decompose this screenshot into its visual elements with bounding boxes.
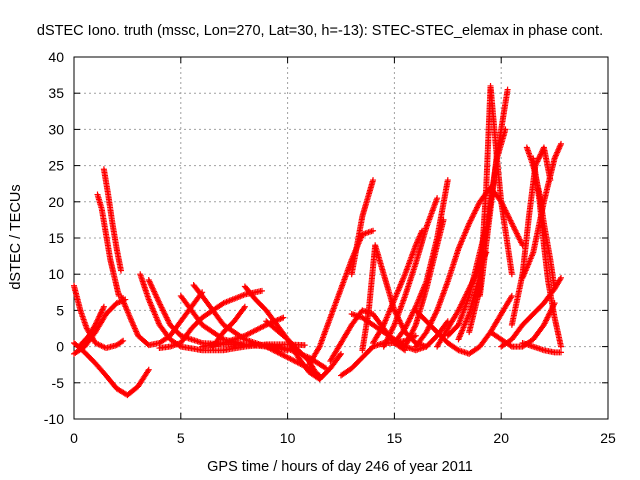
data-point [97, 310, 104, 317]
data-point [338, 350, 344, 357]
data-point [100, 303, 107, 310]
data-series [145, 276, 330, 372]
data-point [440, 216, 447, 223]
data-series [71, 339, 152, 399]
data-point [508, 292, 515, 299]
x-tick-label: 25 [600, 430, 616, 446]
x-tick-label: 0 [70, 430, 78, 446]
data-series [444, 224, 490, 339]
data-series [380, 195, 441, 350]
x-tick-label: 20 [493, 430, 509, 446]
data-series [209, 303, 248, 350]
y-tick-label: 15 [48, 230, 64, 246]
data-point [412, 332, 419, 339]
data-point [315, 344, 322, 351]
data-point [434, 195, 441, 202]
data-point [370, 177, 377, 184]
data-point [337, 352, 344, 359]
data-point [96, 312, 103, 319]
data-series [100, 166, 124, 274]
data-point [558, 140, 565, 147]
data-point [144, 368, 151, 375]
y-tick-label: 30 [48, 121, 64, 137]
data-point [536, 154, 543, 161]
data-point [98, 309, 105, 316]
data-series [94, 191, 122, 299]
y-tick-label: 40 [48, 49, 64, 65]
data-point [301, 342, 308, 349]
data-point [241, 303, 248, 310]
data-point [145, 366, 152, 373]
data-point [98, 307, 105, 314]
data-point [99, 306, 106, 313]
x-tick-label: 15 [387, 430, 403, 446]
data-point [93, 319, 100, 326]
data-point [284, 347, 291, 354]
data-point [535, 155, 542, 162]
data-point [423, 343, 430, 350]
data-series [370, 227, 426, 346]
data-series [476, 86, 511, 299]
data-point [538, 150, 545, 157]
data-point [557, 276, 564, 283]
data-point [558, 343, 565, 350]
data-series [412, 292, 515, 357]
data-point [240, 305, 247, 312]
data-point [94, 317, 101, 324]
series-layer [71, 82, 565, 399]
data-point [321, 364, 328, 371]
data-point [508, 271, 515, 278]
grid [74, 57, 608, 419]
y-tick-label: 20 [48, 194, 64, 210]
data-point [117, 267, 124, 274]
x-axis-label: GPS time / hours of day 246 of year 2011 [207, 459, 473, 475]
y-tick-label: 5 [56, 302, 64, 318]
data-point [118, 338, 125, 345]
data-point [100, 305, 107, 312]
data-point [504, 86, 511, 93]
data-series [77, 303, 107, 349]
data-point [96, 313, 103, 320]
data-point [536, 152, 543, 159]
y-tick-label: 0 [56, 339, 64, 355]
chart-title: dSTEC Iono. truth (mssc, Lon=270, Lat=30… [37, 23, 603, 39]
ticks: 0 5 10 15 20 25 -10 -5 0 5 10 15 20 25 30 35 40 [44, 49, 616, 446]
data-point [507, 342, 514, 349]
x-tick-label: 5 [177, 430, 185, 446]
x-tick-label: 10 [280, 430, 296, 446]
data-point [370, 227, 377, 234]
y-tick-label: -5 [52, 375, 65, 391]
data-point [258, 287, 265, 294]
y-tick-label: 25 [48, 158, 64, 174]
data-point [551, 285, 558, 292]
data-point [95, 314, 102, 321]
data-series [348, 177, 377, 278]
data-series [466, 82, 515, 336]
data-point [94, 316, 101, 323]
data-series [117, 289, 206, 349]
data-point [280, 314, 287, 321]
y-tick-label: 35 [48, 85, 64, 101]
data-point [93, 320, 100, 327]
y-tick-label: -10 [44, 411, 64, 427]
data-point [444, 177, 451, 184]
data-point [120, 337, 127, 344]
y-tick-label: 10 [48, 266, 64, 282]
y-axis-label: dSTEC / TECUs [8, 184, 24, 289]
data-point [508, 294, 515, 301]
data-series [519, 339, 565, 356]
data-point [558, 349, 565, 356]
data-point [92, 321, 99, 328]
data-point [558, 274, 565, 281]
data-point [537, 151, 544, 158]
data-series [519, 140, 565, 281]
